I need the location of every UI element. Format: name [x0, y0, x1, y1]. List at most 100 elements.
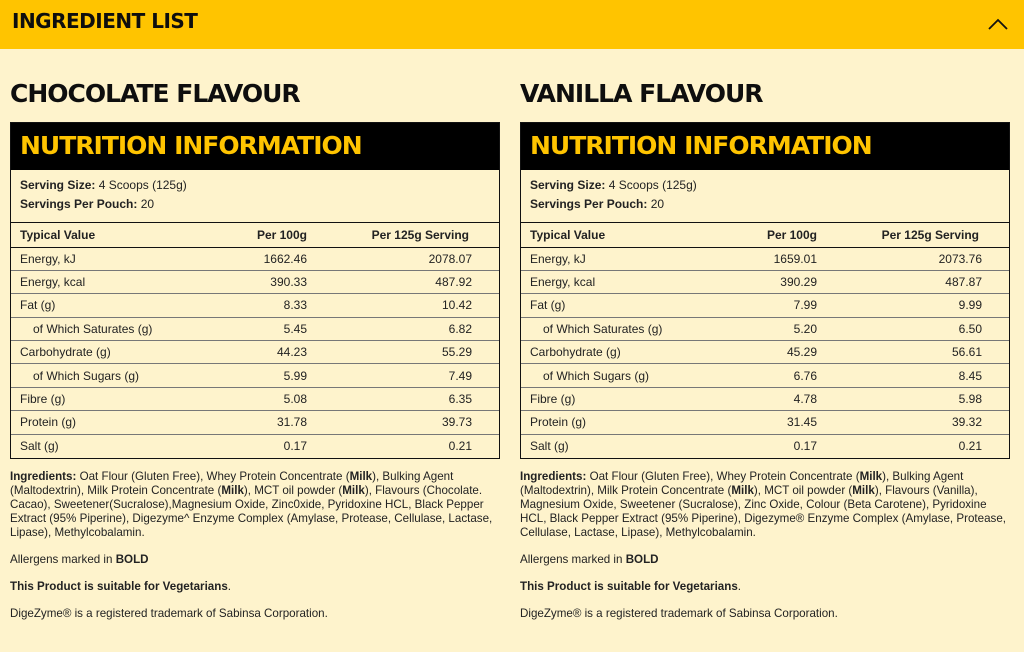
table-row: Energy, kJ 1659.01 2073.76 — [521, 247, 1009, 271]
ingredient-text: ), MCT oil powder ( — [243, 483, 343, 497]
serving-size-label: Serving Size: — [20, 178, 96, 192]
chevron-up-icon[interactable] — [984, 12, 1012, 36]
flavour-title: VANILLA FLAVOUR — [520, 79, 764, 108]
column-header-typical-value: Typical Value — [521, 223, 719, 248]
nutrient-name: Fibre (g) — [521, 387, 719, 412]
nutrition-panel: NUTRITION INFORMATION Serving Size: 4 Sc… — [10, 122, 500, 459]
per-serving-value: 6.35 — [319, 387, 499, 412]
per-serving-value: 6.82 — [319, 317, 499, 342]
per-100g-value: 45.29 — [719, 340, 829, 365]
ingredient-bold-text: Milk — [221, 483, 244, 497]
per-serving-value: 2078.07 — [319, 247, 499, 271]
vegetarian-note: This Product is suitable for Vegetarians… — [520, 579, 741, 593]
nutrition-table: Typical Value Per 100g Per 125g Serving … — [11, 223, 499, 458]
per-100g-value: 7.99 — [719, 293, 829, 318]
nutrient-name: of Which Saturates (g) — [11, 317, 209, 342]
per-serving-value: 5.98 — [829, 387, 1009, 412]
table-row: Energy, kcal 390.29 487.87 — [521, 270, 1009, 295]
ingredient-text: Oat Flour (Gluten Free), Whey Protein Co… — [586, 469, 860, 483]
servings-per-pouch-value: 20 — [140, 197, 155, 211]
product-notes: Ingredients: Oat Flour (Gluten Free), Wh… — [10, 470, 500, 621]
per-100g-value: 4.78 — [719, 387, 829, 412]
per-100g-value: 6.76 — [719, 363, 829, 388]
nutrient-name: Fat (g) — [521, 293, 719, 318]
nutrition-panel: NUTRITION INFORMATION Serving Size: 4 Sc… — [520, 122, 1010, 459]
nutrition-table: Typical Value Per 100g Per 125g Serving … — [521, 223, 1009, 458]
table-row: Carbohydrate (g) 44.23 55.29 — [11, 340, 499, 365]
ingredients-paragraph: Ingredients: Oat Flour (Gluten Free), Wh… — [10, 470, 500, 540]
ingredient-bold-text: Milk — [731, 483, 754, 497]
per-100g-value: 8.33 — [209, 293, 319, 318]
nutrient-name: Protein (g) — [521, 410, 719, 435]
per-100g-value: 1662.46 — [209, 247, 319, 271]
per-serving-value: 6.50 — [829, 317, 1009, 342]
nutrient-name: Carbohydrate (g) — [11, 340, 209, 365]
trademark-note: DigeZyme® is a registered trademark of S… — [10, 606, 328, 620]
serving-size-value: 4 Scoops (125g) — [98, 178, 187, 192]
per-serving-value: 487.92 — [319, 270, 499, 295]
per-100g-value: 1659.01 — [719, 247, 829, 271]
nutrient-name: Carbohydrate (g) — [521, 340, 719, 365]
per-serving-value: 487.87 — [829, 270, 1009, 295]
table-row: Fibre (g) 5.08 6.35 — [11, 387, 499, 412]
table-row: Energy, kJ 1662.46 2078.07 — [11, 247, 499, 271]
nutrient-name: of Which Sugars (g) — [521, 363, 719, 388]
allergens-bold-word: BOLD — [625, 552, 659, 566]
ingredient-bold-text: Milk — [349, 469, 373, 483]
nutrient-name: Fat (g) — [11, 293, 209, 318]
table-row: Energy, kcal 390.33 487.92 — [11, 270, 499, 295]
table-header-row: Typical Value Per 100g Per 125g Serving — [521, 223, 1009, 248]
table-row: of Which Sugars (g) 6.76 8.45 — [521, 363, 1009, 388]
per-serving-value: 39.73 — [319, 410, 499, 435]
per-serving-value: 7.49 — [319, 363, 499, 388]
table-row: of Which Saturates (g) 5.45 6.82 — [11, 317, 499, 342]
table-row: Salt (g) 0.17 0.21 — [11, 434, 499, 457]
per-100g-value: 0.17 — [283, 439, 307, 454]
ingredient-text: ), MCT oil powder ( — [753, 483, 853, 497]
nutrition-panel-title: NUTRITION INFORMATION — [20, 131, 363, 160]
chocolate-column: CHOCOLATE FLAVOUR NUTRITION INFORMATION … — [10, 78, 500, 634]
per-100g-value: 31.45 — [719, 410, 829, 435]
servings-per-pouch-value: 20 — [650, 197, 665, 211]
vegetarian-note: This Product is suitable for Vegetarians… — [10, 579, 231, 593]
ingredient-bold-text: Milk — [852, 483, 875, 497]
per-serving-value: 56.61 — [829, 340, 1009, 365]
column-header-per-100g: Per 100g — [719, 223, 829, 248]
serving-info: Serving Size: 4 Scoops (125g) Servings P… — [521, 170, 1009, 223]
ingredient-text: ), Flavours (Vanilla), Magnesium Oxide, … — [520, 483, 1006, 539]
nutrient-name: Energy, kcal — [11, 270, 209, 295]
per-serving-value: 10.42 — [319, 293, 499, 318]
servings-per-pouch-label: Servings Per Pouch: — [20, 197, 138, 211]
per-serving-value: 0.21 — [448, 439, 472, 454]
allergens-note: Allergens marked in BOLD — [10, 552, 149, 566]
nutrient-name: Salt (g) — [530, 439, 569, 454]
nutrition-panel-header: NUTRITION INFORMATION — [11, 123, 499, 170]
allergens-bold-word: BOLD — [115, 552, 149, 566]
ingredient-text: ), Bulking Agent (Maltodextrin), Milk Pr… — [10, 469, 454, 497]
column-header-typical-value: Typical Value — [11, 223, 209, 248]
ingredient-text: ), Flavours (Chocolate. Cacao), Sweetene… — [10, 483, 493, 539]
vanilla-column: VANILLA FLAVOUR NUTRITION INFORMATION Se… — [520, 78, 1010, 634]
nutrient-name: Salt (g) — [20, 439, 59, 454]
nutrient-name: Energy, kJ — [521, 247, 719, 271]
per-serving-value: 8.45 — [829, 363, 1009, 388]
nutrient-name: Energy, kJ — [11, 247, 209, 271]
ingredient-bold-text: Ingredients: — [520, 469, 587, 483]
per-100g-value: 5.99 — [209, 363, 319, 388]
per-serving-value: 39.32 — [829, 410, 1009, 435]
nutrition-panel-title: NUTRITION INFORMATION — [530, 131, 873, 160]
flavour-title: CHOCOLATE FLAVOUR — [10, 79, 301, 108]
ingredient-list-header[interactable]: INGREDIENT LIST — [0, 0, 1024, 49]
per-100g-value: 31.78 — [209, 410, 319, 435]
table-row: Carbohydrate (g) 45.29 56.61 — [521, 340, 1009, 365]
column-header-per-100g: Per 100g — [209, 223, 319, 248]
nutrient-name: Protein (g) — [11, 410, 209, 435]
per-100g-value: 5.08 — [209, 387, 319, 412]
ingredient-bold-text: Milk — [342, 483, 365, 497]
per-serving-value: 55.29 — [319, 340, 499, 365]
per-100g-value: 44.23 — [209, 340, 319, 365]
allergens-note: Allergens marked in BOLD — [520, 552, 659, 566]
table-row: Fat (g) 7.99 9.99 — [521, 293, 1009, 318]
table-row: of Which Sugars (g) 5.99 7.49 — [11, 363, 499, 388]
nutrient-name: Fibre (g) — [11, 387, 209, 412]
